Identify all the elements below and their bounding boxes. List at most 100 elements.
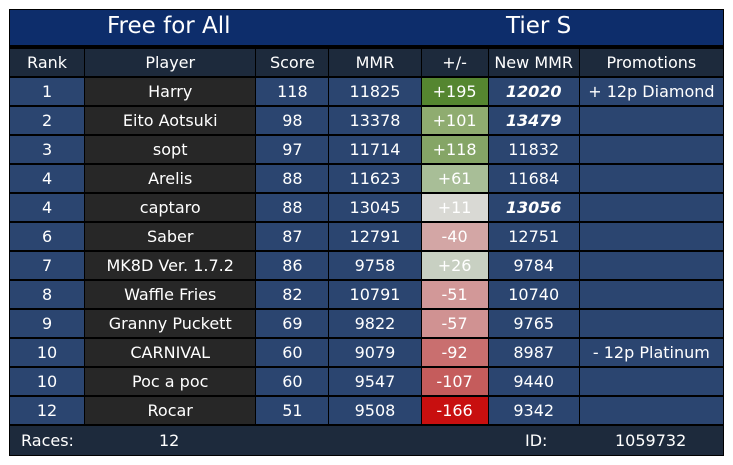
rank-cell: 10 bbox=[10, 368, 85, 395]
player-name-cell: Arelis bbox=[85, 165, 256, 192]
player-name-cell: Eito Aotsuki bbox=[85, 107, 256, 134]
rank-cell: 2 bbox=[10, 107, 85, 134]
footer-bar: Races: 12 ID: 1059732 bbox=[10, 426, 723, 455]
match-id-value: 1059732 bbox=[615, 431, 687, 450]
table-row: 9 Granny Puckett 69 9822 -57 9765 bbox=[10, 310, 723, 337]
rank-cell: 8 bbox=[10, 281, 85, 308]
table-row: 4 Arelis 88 11623 +61 11684 bbox=[10, 165, 723, 192]
player-name-cell: Harry bbox=[85, 78, 256, 105]
promotion-cell bbox=[579, 107, 723, 134]
score-cell: 60 bbox=[256, 368, 329, 395]
new-mmr-cell: 12751 bbox=[488, 223, 579, 250]
promotion-cell bbox=[579, 136, 723, 163]
mmr-delta-cell: -57 bbox=[421, 310, 488, 337]
races-label: Races: bbox=[21, 431, 74, 450]
results-table: Rank Player Score MMR +/- New MMR Promot… bbox=[9, 47, 724, 426]
mmr-cell: 9758 bbox=[329, 252, 421, 279]
table-row: 2 Eito Aotsuki 98 13378 +101 13479 bbox=[10, 107, 723, 134]
new-mmr-cell: 9784 bbox=[488, 252, 579, 279]
column-header-player: Player bbox=[85, 49, 256, 76]
table-row: 8 Waffle Fries 82 10791 -51 10740 bbox=[10, 281, 723, 308]
new-mmr-cell: 11832 bbox=[488, 136, 579, 163]
mmr-cell: 11623 bbox=[329, 165, 421, 192]
new-mmr-cell: 9765 bbox=[488, 310, 579, 337]
score-cell: 82 bbox=[256, 281, 329, 308]
mmr-delta-cell: -40 bbox=[421, 223, 488, 250]
table-row: 1 Harry 118 11825 +195 12020 + 12p Diamond bbox=[10, 78, 723, 105]
new-mmr-cell: 9440 bbox=[488, 368, 579, 395]
table-row: 3 sopt 97 11714 +118 11832 bbox=[10, 136, 723, 163]
mmr-delta-cell: +195 bbox=[421, 78, 488, 105]
score-cell: 98 bbox=[256, 107, 329, 134]
new-mmr-cell: 8987 bbox=[488, 339, 579, 366]
promotion-cell bbox=[579, 368, 723, 395]
mmr-delta-cell: +101 bbox=[421, 107, 488, 134]
column-header-score: Score bbox=[256, 49, 329, 76]
table-row: 10 Poc a poc 60 9547 -107 9440 bbox=[10, 368, 723, 395]
rank-cell: 9 bbox=[10, 310, 85, 337]
mmr-delta-cell: -51 bbox=[421, 281, 488, 308]
score-cell: 69 bbox=[256, 310, 329, 337]
id-label: ID: bbox=[525, 431, 548, 450]
mmr-cell: 11714 bbox=[329, 136, 421, 163]
rank-cell: 3 bbox=[10, 136, 85, 163]
promotion-cell bbox=[579, 194, 723, 221]
mmr-delta-cell: +11 bbox=[421, 194, 488, 221]
player-name-cell: Waffle Fries bbox=[85, 281, 256, 308]
player-name-cell: Rocar bbox=[85, 397, 256, 424]
player-name-cell: Poc a poc bbox=[85, 368, 256, 395]
promotion-cell: + 12p Diamond bbox=[579, 78, 723, 105]
new-mmr-cell: 13479 bbox=[488, 107, 579, 134]
promotion-cell bbox=[579, 165, 723, 192]
new-mmr-cell: 11684 bbox=[488, 165, 579, 192]
mmr-cell: 13378 bbox=[329, 107, 421, 134]
promotion-cell: - 12p Platinum bbox=[579, 339, 723, 366]
new-mmr-cell: 9342 bbox=[488, 397, 579, 424]
player-name-cell: Saber bbox=[85, 223, 256, 250]
rank-cell: 7 bbox=[10, 252, 85, 279]
column-header-promotions: Promotions bbox=[579, 49, 723, 76]
table-row: 6 Saber 87 12791 -40 12751 bbox=[10, 223, 723, 250]
score-cell: 88 bbox=[256, 165, 329, 192]
mmr-cell: 9547 bbox=[329, 368, 421, 395]
rank-cell: 4 bbox=[10, 194, 85, 221]
score-cell: 118 bbox=[256, 78, 329, 105]
mmr-delta-cell: -166 bbox=[421, 397, 488, 424]
table-row: 7 MK8D Ver. 1.7.2 86 9758 +26 9784 bbox=[10, 252, 723, 279]
rank-cell: 10 bbox=[10, 339, 85, 366]
promotion-cell bbox=[579, 223, 723, 250]
player-name-cell: Granny Puckett bbox=[85, 310, 256, 337]
new-mmr-cell: 13056 bbox=[488, 194, 579, 221]
rank-cell: 12 bbox=[10, 397, 85, 424]
mode-title: Free for All bbox=[107, 13, 231, 39]
promotion-cell bbox=[579, 252, 723, 279]
score-cell: 60 bbox=[256, 339, 329, 366]
tier-title: Tier S bbox=[506, 13, 572, 39]
mmr-delta-cell: -92 bbox=[421, 339, 488, 366]
table-row: 10 CARNIVAL 60 9079 -92 8987- 12p Platinum bbox=[10, 339, 723, 366]
mmr-cell: 10791 bbox=[329, 281, 421, 308]
player-name-cell: captaro bbox=[85, 194, 256, 221]
column-header-new-mmr: New MMR bbox=[488, 49, 579, 76]
score-cell: 87 bbox=[256, 223, 329, 250]
promotion-cell bbox=[579, 281, 723, 308]
title-bar: Free for All Tier S bbox=[10, 10, 723, 45]
rank-cell: 1 bbox=[10, 78, 85, 105]
column-header-row: Rank Player Score MMR +/- New MMR Promot… bbox=[10, 49, 723, 76]
table-row: 12 Rocar 51 9508 -166 9342 bbox=[10, 397, 723, 424]
rank-cell: 6 bbox=[10, 223, 85, 250]
new-mmr-cell: 12020 bbox=[488, 78, 579, 105]
table-row: 4 captaro 88 13045 +11 13056 bbox=[10, 194, 723, 221]
mmr-delta-cell: -107 bbox=[421, 368, 488, 395]
player-name-cell: CARNIVAL bbox=[85, 339, 256, 366]
mmr-cell: 9508 bbox=[329, 397, 421, 424]
mmr-cell: 9079 bbox=[329, 339, 421, 366]
player-name-cell: MK8D Ver. 1.7.2 bbox=[85, 252, 256, 279]
promotion-cell bbox=[579, 397, 723, 424]
mmr-cell: 11825 bbox=[329, 78, 421, 105]
promotion-cell bbox=[579, 310, 723, 337]
player-name-cell: sopt bbox=[85, 136, 256, 163]
column-header-mmr: MMR bbox=[329, 49, 421, 76]
score-cell: 51 bbox=[256, 397, 329, 424]
mmr-delta-cell: +118 bbox=[421, 136, 488, 163]
